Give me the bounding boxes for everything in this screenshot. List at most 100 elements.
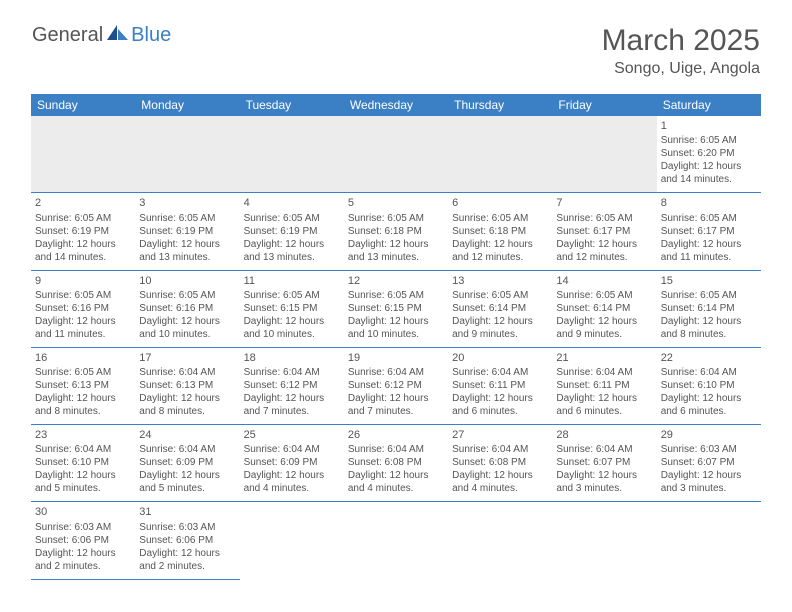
calendar-cell: 12Sunrise: 6:05 AMSunset: 6:15 PMDayligh… — [344, 270, 448, 347]
calendar-cell — [448, 502, 552, 579]
sunrise-text: Sunrise: 6:04 AM — [139, 443, 235, 456]
sunrise-text: Sunrise: 6:04 AM — [452, 443, 548, 456]
sunrise-text: Sunrise: 6:05 AM — [556, 212, 652, 225]
day-number: 11 — [244, 274, 340, 288]
calendar-cell: 10Sunrise: 6:05 AMSunset: 6:16 PMDayligh… — [135, 270, 239, 347]
sunrise-text: Sunrise: 6:04 AM — [556, 366, 652, 379]
daylight1-text: Daylight: 12 hours — [556, 238, 652, 251]
daylight1-text: Daylight: 12 hours — [35, 238, 131, 251]
daylight1-text: Daylight: 12 hours — [139, 315, 235, 328]
daylight2-text: and 10 minutes. — [244, 328, 340, 341]
daylight1-text: Daylight: 12 hours — [139, 238, 235, 251]
sunrise-text: Sunrise: 6:03 AM — [35, 521, 131, 534]
calendar-cell: 31Sunrise: 6:03 AMSunset: 6:06 PMDayligh… — [135, 502, 239, 579]
calendar-cell: 24Sunrise: 6:04 AMSunset: 6:09 PMDayligh… — [135, 425, 239, 502]
calendar-cell: 16Sunrise: 6:05 AMSunset: 6:13 PMDayligh… — [31, 347, 135, 424]
sunrise-text: Sunrise: 6:05 AM — [139, 212, 235, 225]
sunrise-text: Sunrise: 6:04 AM — [139, 366, 235, 379]
daylight1-text: Daylight: 12 hours — [244, 238, 340, 251]
sunset-text: Sunset: 6:14 PM — [556, 302, 652, 315]
day-number: 4 — [244, 196, 340, 210]
month-title: March 2025 — [602, 24, 760, 58]
calendar-table: SundayMondayTuesdayWednesdayThursdayFrid… — [31, 94, 761, 580]
daylight2-text: and 12 minutes. — [452, 251, 548, 264]
day-number: 8 — [661, 196, 757, 210]
calendar-row: 23Sunrise: 6:04 AMSunset: 6:10 PMDayligh… — [31, 425, 761, 502]
calendar-cell: 23Sunrise: 6:04 AMSunset: 6:10 PMDayligh… — [31, 425, 135, 502]
daylight1-text: Daylight: 12 hours — [139, 392, 235, 405]
sunrise-text: Sunrise: 6:05 AM — [348, 289, 444, 302]
sunrise-text: Sunrise: 6:04 AM — [348, 366, 444, 379]
sunset-text: Sunset: 6:17 PM — [556, 225, 652, 238]
calendar-row: 2Sunrise: 6:05 AMSunset: 6:19 PMDaylight… — [31, 193, 761, 270]
daylight2-text: and 4 minutes. — [348, 482, 444, 495]
sunset-text: Sunset: 6:19 PM — [35, 225, 131, 238]
sunrise-text: Sunrise: 6:05 AM — [35, 366, 131, 379]
calendar-cell: 6Sunrise: 6:05 AMSunset: 6:18 PMDaylight… — [448, 193, 552, 270]
daylight2-text: and 13 minutes. — [244, 251, 340, 264]
sunrise-text: Sunrise: 6:05 AM — [35, 289, 131, 302]
sunset-text: Sunset: 6:17 PM — [661, 225, 757, 238]
logo: General Blue — [32, 24, 171, 47]
calendar-cell — [344, 502, 448, 579]
calendar-row: 9Sunrise: 6:05 AMSunset: 6:16 PMDaylight… — [31, 270, 761, 347]
calendar-cell — [344, 116, 448, 193]
calendar-cell: 28Sunrise: 6:04 AMSunset: 6:07 PMDayligh… — [552, 425, 656, 502]
weekday-header: Wednesday — [344, 94, 448, 116]
day-number: 15 — [661, 274, 757, 288]
daylight2-text: and 8 minutes. — [661, 328, 757, 341]
sunrise-text: Sunrise: 6:05 AM — [452, 289, 548, 302]
sunset-text: Sunset: 6:09 PM — [139, 456, 235, 469]
sunrise-text: Sunrise: 6:03 AM — [661, 443, 757, 456]
sunset-text: Sunset: 6:18 PM — [452, 225, 548, 238]
daylight1-text: Daylight: 12 hours — [139, 547, 235, 560]
day-number: 25 — [244, 428, 340, 442]
sunset-text: Sunset: 6:19 PM — [139, 225, 235, 238]
sunset-text: Sunset: 6:16 PM — [139, 302, 235, 315]
daylight2-text: and 5 minutes. — [35, 482, 131, 495]
sunrise-text: Sunrise: 6:04 AM — [348, 443, 444, 456]
sunset-text: Sunset: 6:06 PM — [139, 534, 235, 547]
day-number: 17 — [139, 351, 235, 365]
calendar-cell: 7Sunrise: 6:05 AMSunset: 6:17 PMDaylight… — [552, 193, 656, 270]
daylight2-text: and 10 minutes. — [348, 328, 444, 341]
calendar-cell: 17Sunrise: 6:04 AMSunset: 6:13 PMDayligh… — [135, 347, 239, 424]
weekday-header: Friday — [552, 94, 656, 116]
daylight1-text: Daylight: 12 hours — [556, 315, 652, 328]
day-number: 22 — [661, 351, 757, 365]
daylight1-text: Daylight: 12 hours — [556, 392, 652, 405]
calendar-cell — [240, 502, 344, 579]
daylight2-text: and 8 minutes. — [139, 405, 235, 418]
day-number: 2 — [35, 196, 131, 210]
day-number: 29 — [661, 428, 757, 442]
day-number: 14 — [556, 274, 652, 288]
day-number: 27 — [452, 428, 548, 442]
calendar-header-row: SundayMondayTuesdayWednesdayThursdayFrid… — [31, 94, 761, 116]
sunset-text: Sunset: 6:11 PM — [452, 379, 548, 392]
calendar-cell: 26Sunrise: 6:04 AMSunset: 6:08 PMDayligh… — [344, 425, 448, 502]
sunset-text: Sunset: 6:07 PM — [661, 456, 757, 469]
day-number: 16 — [35, 351, 131, 365]
daylight1-text: Daylight: 12 hours — [244, 315, 340, 328]
sunrise-text: Sunrise: 6:04 AM — [661, 366, 757, 379]
logo-text-blue: Blue — [131, 24, 171, 47]
calendar-cell: 29Sunrise: 6:03 AMSunset: 6:07 PMDayligh… — [657, 425, 761, 502]
sunrise-text: Sunrise: 6:05 AM — [661, 134, 757, 147]
daylight2-text: and 11 minutes. — [35, 328, 131, 341]
calendar-body: 1Sunrise: 6:05 AMSunset: 6:20 PMDaylight… — [31, 116, 761, 579]
daylight1-text: Daylight: 12 hours — [348, 392, 444, 405]
daylight1-text: Daylight: 12 hours — [452, 315, 548, 328]
day-number: 3 — [139, 196, 235, 210]
daylight1-text: Daylight: 12 hours — [35, 315, 131, 328]
calendar-cell — [240, 116, 344, 193]
weekday-header: Sunday — [31, 94, 135, 116]
day-number: 13 — [452, 274, 548, 288]
calendar-cell — [552, 502, 656, 579]
sunset-text: Sunset: 6:18 PM — [348, 225, 444, 238]
daylight2-text: and 6 minutes. — [661, 405, 757, 418]
daylight1-text: Daylight: 12 hours — [35, 392, 131, 405]
calendar-cell: 21Sunrise: 6:04 AMSunset: 6:11 PMDayligh… — [552, 347, 656, 424]
sunrise-text: Sunrise: 6:05 AM — [661, 212, 757, 225]
calendar-cell: 27Sunrise: 6:04 AMSunset: 6:08 PMDayligh… — [448, 425, 552, 502]
calendar-cell — [552, 116, 656, 193]
